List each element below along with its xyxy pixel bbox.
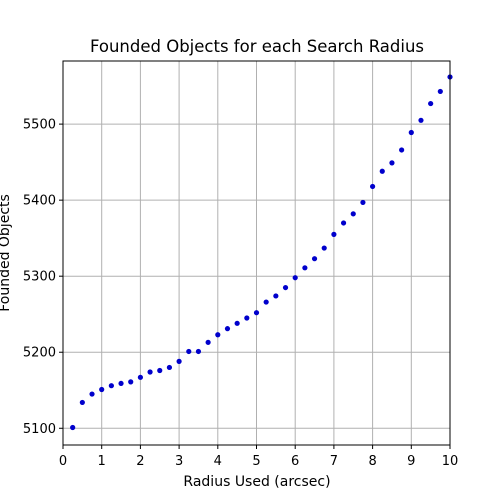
data-point <box>253 310 260 316</box>
x-tick-label: 3 <box>175 454 183 469</box>
data-point <box>437 88 443 95</box>
data-point <box>418 117 424 123</box>
x-tick-label: 7 <box>330 454 338 469</box>
data-point <box>292 275 298 281</box>
data-point <box>244 315 250 321</box>
y-axis-title: Founded Objects <box>0 194 13 312</box>
y-tick-label: 5100 <box>23 422 56 437</box>
data-point <box>147 369 153 375</box>
x-tick-label: 1 <box>98 454 106 469</box>
data-point <box>157 367 163 374</box>
x-tick-label: 9 <box>407 454 415 469</box>
x-tick-label: 0 <box>59 454 67 469</box>
x-tick-label: 4 <box>214 454 222 469</box>
chart-title: Founded Objects for each Search Radius <box>90 37 424 56</box>
data-point <box>331 231 337 237</box>
x-tick-label: 6 <box>291 454 299 469</box>
data-point <box>205 339 211 345</box>
data-point <box>166 364 173 371</box>
y-tick-label: 5400 <box>23 194 56 209</box>
x-tick-label: 8 <box>368 454 376 469</box>
y-tick-label: 5500 <box>23 118 56 133</box>
data-point <box>186 348 192 355</box>
x-tick-label: 5 <box>252 454 260 469</box>
data-point <box>195 348 202 355</box>
data-point <box>428 100 434 107</box>
data-point <box>311 256 318 262</box>
axis-ticks: 0 1 2 3 4 5 6 7 8 9 10 5100 5200 5300 5400 5500 <box>23 118 458 469</box>
data-point <box>118 380 124 387</box>
data-point <box>282 284 289 291</box>
data-point <box>350 211 356 217</box>
data-point <box>379 168 385 174</box>
data-point <box>137 374 143 380</box>
data-point <box>360 199 366 206</box>
data-point <box>70 424 76 431</box>
data-point <box>215 332 221 338</box>
data-point <box>399 147 405 153</box>
data-point <box>302 265 308 271</box>
data-point <box>389 160 395 166</box>
y-tick-label: 5200 <box>23 346 56 361</box>
data-point <box>263 299 269 305</box>
y-tick-label: 5300 <box>23 270 56 285</box>
data-point <box>99 386 105 393</box>
x-axis-title: Radius Used (arcsec) <box>183 474 330 490</box>
data-point <box>108 383 114 389</box>
data-point <box>79 399 85 406</box>
data-point <box>408 129 414 136</box>
grid-lines <box>62 61 451 445</box>
data-point <box>89 391 95 397</box>
x-tick-label: 10 <box>442 454 459 469</box>
data-point <box>321 245 327 251</box>
data-point <box>176 358 182 364</box>
data-points <box>70 74 453 431</box>
data-point <box>224 326 231 332</box>
data-point <box>128 379 134 385</box>
data-point <box>273 293 279 299</box>
x-tick-label: 2 <box>136 454 144 469</box>
data-point <box>340 220 347 226</box>
data-point <box>370 183 376 190</box>
data-point <box>234 320 240 326</box>
